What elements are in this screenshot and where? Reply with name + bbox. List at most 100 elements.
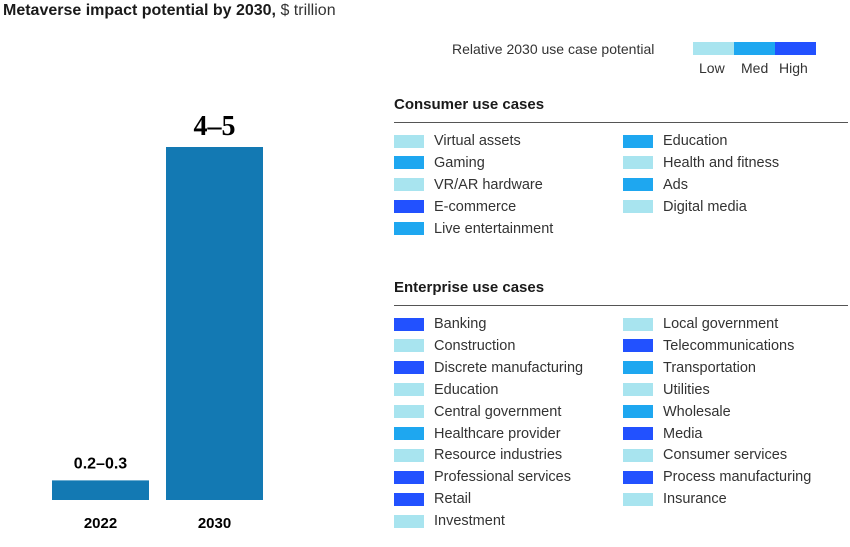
bar-2022 [52,480,149,500]
use-case-label: Gaming [434,154,485,171]
chart-title: Metaverse impact potential by 2030, $ tr… [3,2,336,20]
swatch-low [394,448,424,462]
legend-swatch-med [734,42,775,55]
swatch-high [394,200,424,214]
swatch-low [623,317,653,331]
enterprise-heading: Enterprise use cases [394,279,545,296]
enterprise-use-case: Investment [394,513,505,529]
swatch-low [623,156,653,170]
swatch-low [623,448,653,462]
use-case-label: Live entertainment [434,220,554,237]
swatch-low [623,492,653,506]
bar-2030 [166,147,263,500]
swatch-high [394,317,424,331]
consumer-divider [394,122,848,123]
use-case-label: Virtual assets [434,133,521,149]
consumer-use-case: Ads [623,177,688,193]
enterprise-use-case: Education [394,382,499,398]
use-case-label: Central government [434,403,562,420]
swatch-med [623,134,653,148]
use-case-label: Ads [663,176,688,193]
use-case-label: Process manufacturing [663,469,812,486]
enterprise-use-case: Transportation [623,360,756,376]
use-case-label: Discrete manufacturing [434,359,584,376]
use-case-label: Resource industries [434,447,563,464]
enterprise-use-case: Professional services [394,469,571,485]
swatch-low [394,514,424,528]
enterprise-use-case: Insurance [623,491,727,507]
enterprise-use-case: Discrete manufacturing [394,360,583,376]
x-tick-label: 2030 [198,515,231,532]
consumer-use-case: Virtual assets [394,133,521,149]
enterprise-use-case: Retail [394,491,471,507]
use-case-label: Utilities [663,381,710,398]
enterprise-use-case: Local government [623,316,778,332]
swatch-med [394,427,424,440]
use-case-label: Insurance [663,491,727,508]
use-case-label: Health and fitness [663,154,780,171]
use-case-label: Banking [434,316,487,332]
consumer-use-case: E-commerce [394,199,516,215]
swatch-med [623,405,653,419]
enterprise-use-case: Banking [394,316,486,332]
legend-scale [693,42,816,55]
use-case-label: Education [434,381,499,398]
use-case-label: Transportation [663,359,756,376]
swatch-med [623,178,653,192]
enterprise-use-case: Consumer services [623,447,787,463]
enterprise-use-case: Process manufacturing [623,469,811,485]
use-case-label: VR/AR hardware [434,176,543,193]
use-case-label: Media [663,425,703,442]
consumer-use-case: Live entertainment [394,221,553,237]
consumer-use-case: Health and fitness [623,155,779,171]
consumer-use-case: VR/AR hardware [394,177,543,193]
swatch-med [394,222,424,236]
use-case-label: Healthcare provider [434,425,561,442]
use-case-label: Local government [663,316,779,332]
legend-swatch-low [693,42,734,55]
swatch-low [394,134,424,148]
swatch-high [394,470,424,484]
swatch-high [394,361,424,375]
legend-high: High [779,60,808,76]
enterprise-use-case: Healthcare provider [394,426,561,442]
swatch-low [623,383,653,397]
swatch-high [623,470,653,484]
use-case-label: Education [663,133,728,149]
use-case-label: Telecommunications [663,337,795,354]
swatch-high [394,492,424,506]
consumer-use-case: Education [623,133,728,149]
use-case-label: Investment [434,513,505,530]
enterprise-use-case: Utilities [623,382,710,398]
title-unit: $ trillion [280,2,336,19]
use-case-label: Professional services [434,469,571,486]
swatch-high [623,427,653,440]
use-case-label: Construction [434,337,516,354]
swatch-low [394,383,424,397]
enterprise-use-case: Telecommunications [623,338,794,354]
swatch-med [394,156,424,170]
enterprise-use-case: Central government [394,404,561,420]
enterprise-divider [394,305,848,306]
data-label: 0.2–0.3 [74,455,127,472]
swatch-low [394,405,424,419]
use-case-label: E-commerce [434,198,517,215]
consumer-heading: Consumer use cases [394,96,545,113]
title-bold: Metaverse impact potential by 2030, [3,2,276,19]
swatch-med [623,361,653,375]
use-case-label: Retail [434,491,472,508]
legend-low: Low [699,60,725,76]
enterprise-use-case: Media [623,426,703,442]
x-tick-label: 2022 [84,515,117,532]
swatch-low [394,339,424,353]
swatch-low [623,200,653,214]
legend-med: Med [741,60,769,76]
use-case-label: Consumer services [663,447,788,464]
consumer-use-case: Gaming [394,155,485,171]
bar-chart: 0.2–0.3 2022 4–5 2030 [52,111,263,532]
legend-title: Relative 2030 use case potential [452,41,655,57]
legend-swatch-high [775,42,816,55]
enterprise-use-case: Wholesale [623,404,731,420]
use-case-label: Wholesale [663,403,731,420]
swatch-high [623,339,653,353]
